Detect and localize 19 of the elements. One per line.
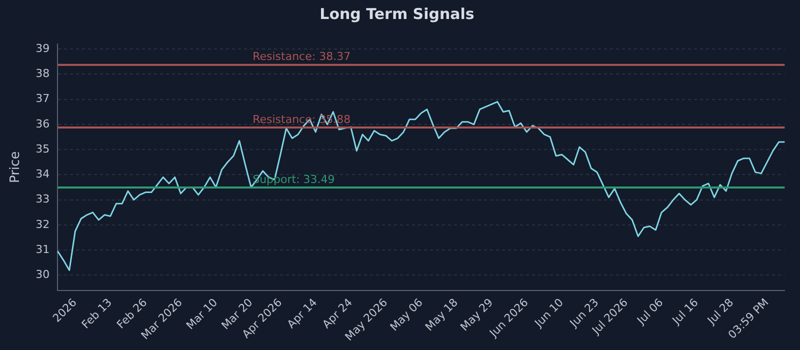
y-tick-label: 31 [36,242,50,256]
y-axis-title: Price [8,151,24,184]
y-tick-label: 37 [36,92,50,106]
y-tick-label: 34 [36,168,50,181]
ref-line-label: Resistance: 38.37 [252,50,351,64]
x-tick-label: Jul 06 [634,296,666,328]
x-tick-label: Jun 10 [532,296,566,330]
y-tick-label: 33 [36,192,50,206]
x-tick-label: Apr 14 [284,296,320,331]
x-tick-label: Mar 10 [184,296,220,332]
y-tick-label: 36 [36,117,50,130]
x-tick-label: Feb 13 [79,296,115,332]
x-tick-label: Jul 16 [669,296,701,328]
chart-title: Long Term Signals [320,4,474,23]
y-tick-label: 35 [36,142,50,156]
y-tick-label: 32 [36,218,50,231]
y-tick-label: 39 [36,42,50,55]
y-tick-label: 30 [36,268,50,282]
y-tick-label: 38 [36,67,50,80]
